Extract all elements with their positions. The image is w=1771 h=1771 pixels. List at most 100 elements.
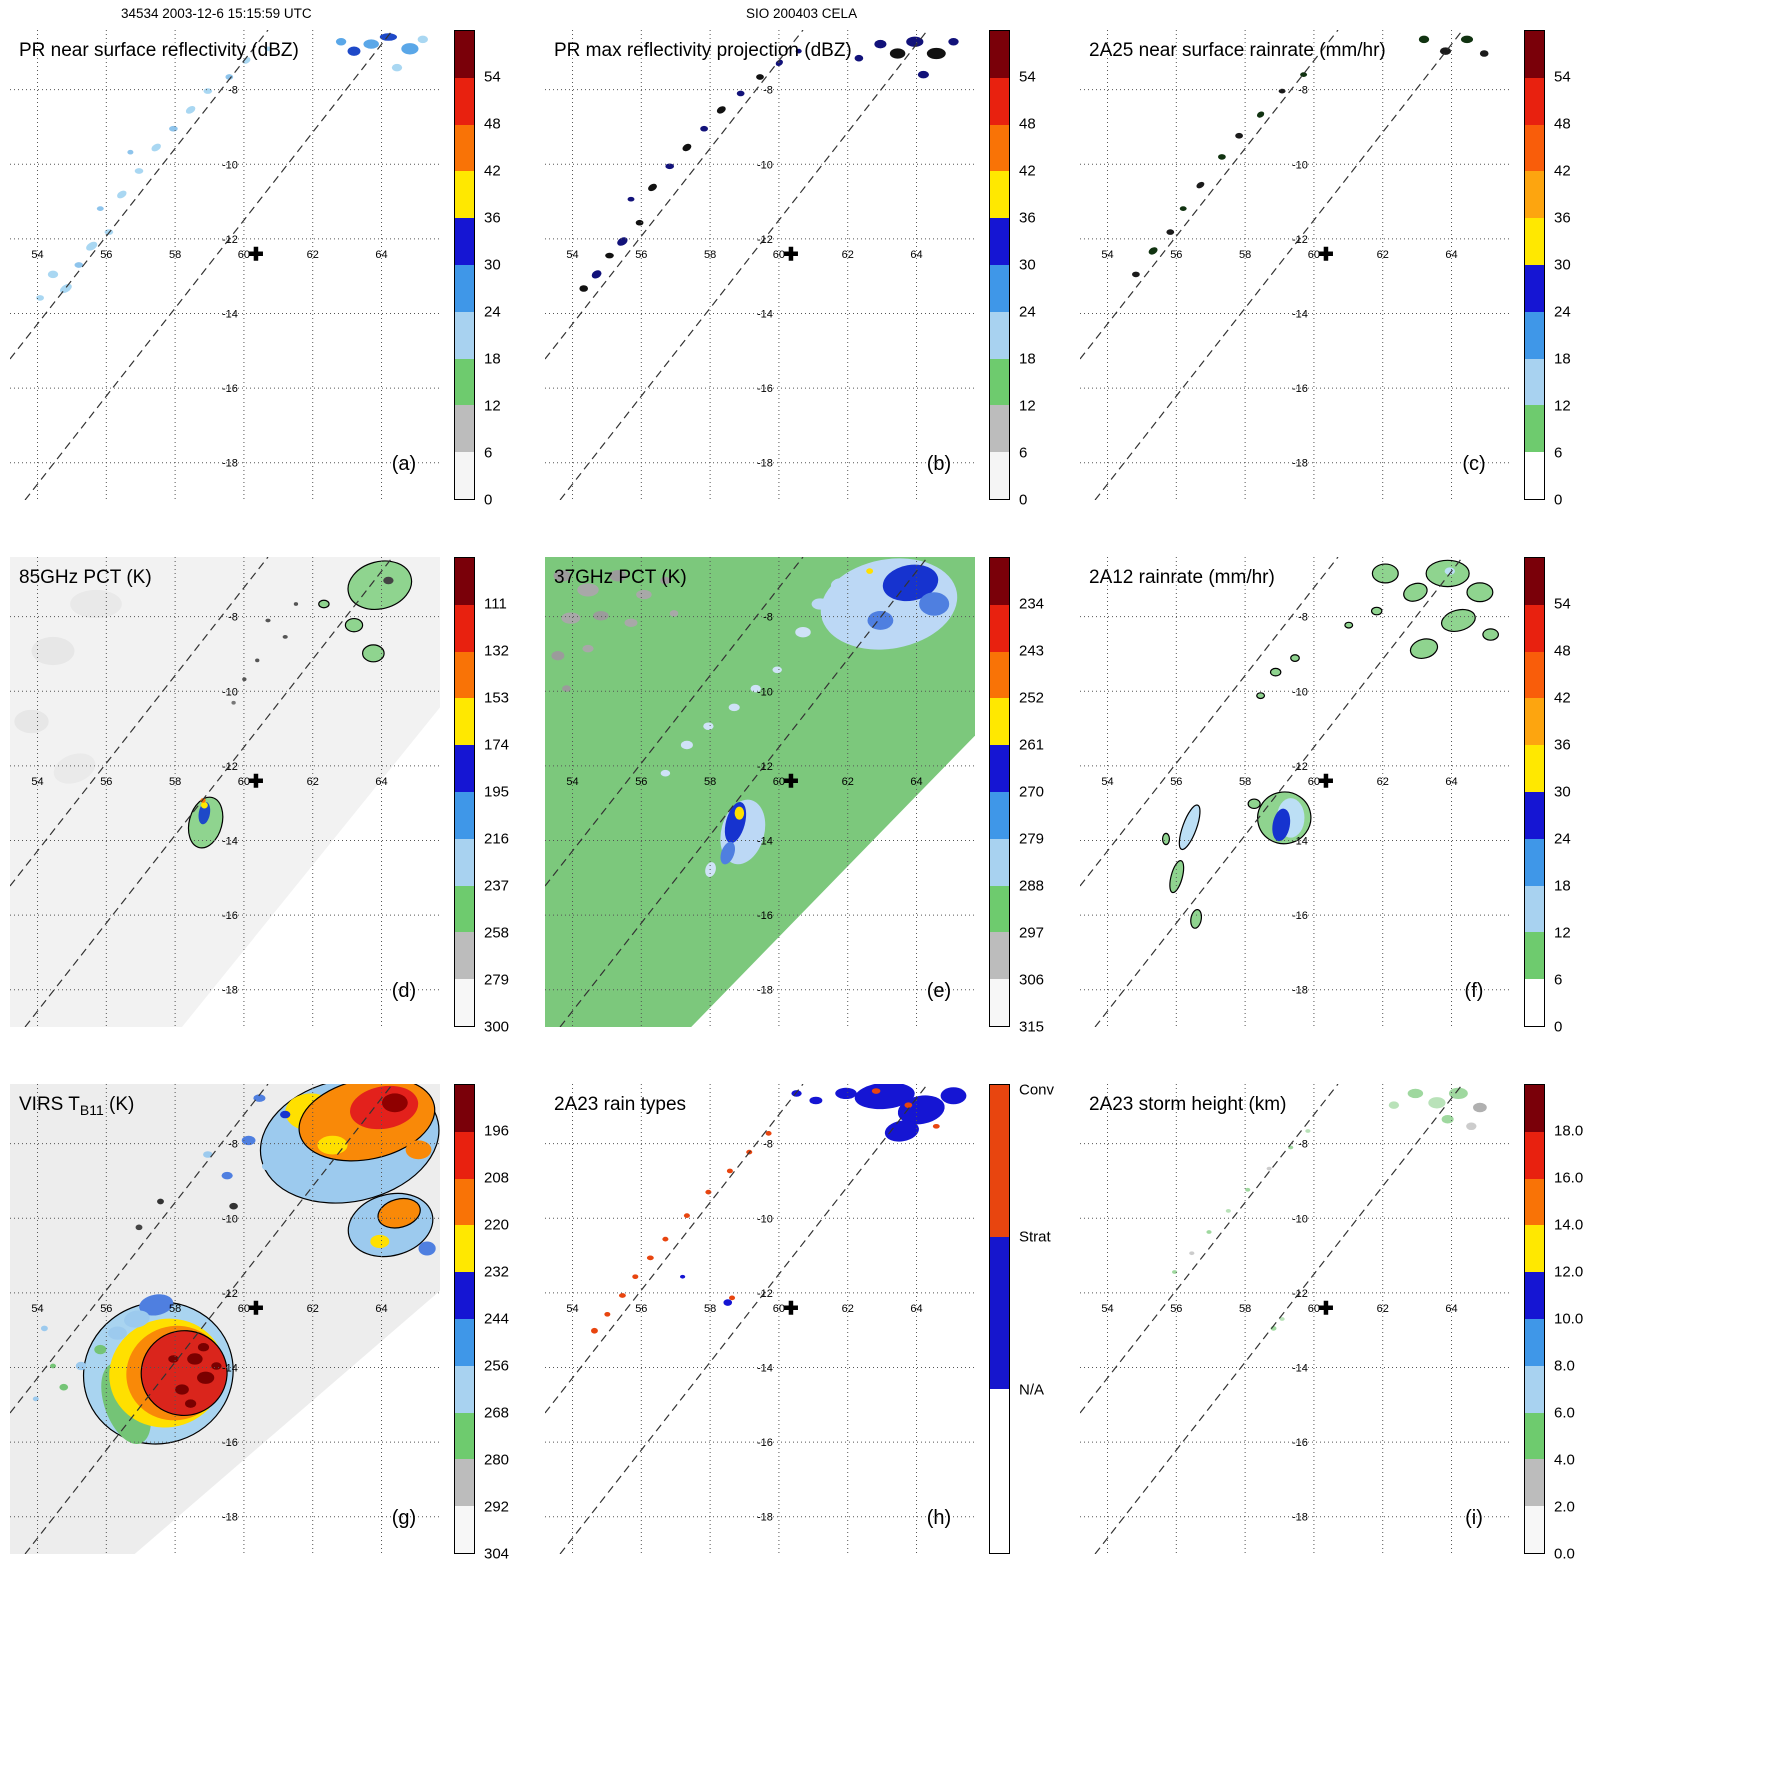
panel-title: 2A25 near surface rainrate (mm/hr)	[1089, 40, 1386, 61]
colorbar-tick-label: 270	[1019, 783, 1045, 801]
colorbar-segment	[1525, 1506, 1544, 1553]
panel-a: 54 56 58 60 62 64 -8 -10 -12 -14 -16 -18 PR near sur…	[10, 30, 542, 535]
colorbar-tick-label: 234	[1019, 595, 1045, 613]
data-blob	[882, 564, 939, 602]
colorbar-tick-label: 0	[484, 491, 493, 509]
lat-tick-label: -18	[757, 1512, 773, 1524]
data-blob	[124, 1310, 150, 1328]
lon-tick-label: 64	[375, 249, 387, 261]
map-h: 54 56 58 60 62 64 -8 -10 -12 -14 -16 -18 2A23 rain t…	[545, 1084, 975, 1554]
colorbar-segment	[990, 1389, 1009, 1553]
colorbar-segment	[990, 698, 1009, 746]
data-blob	[60, 283, 72, 294]
lat-tick-label: -18	[1292, 458, 1308, 470]
colorbar-tick-label: 42	[1554, 689, 1571, 707]
colorbar-segment	[455, 604, 474, 652]
data-blob	[1225, 1209, 1231, 1213]
colorbar-tick-label: 195	[484, 783, 510, 801]
colorbar-tick-label: 216	[484, 830, 510, 848]
colorbar-segment	[455, 124, 474, 172]
data-blob	[605, 252, 614, 259]
colorbar-segment	[1525, 358, 1544, 406]
colorbar-segment	[990, 171, 1009, 219]
data-blob	[1256, 692, 1266, 700]
lon-tick-label: 54	[1101, 776, 1113, 788]
colorbar-segment	[990, 218, 1009, 265]
colorbar-tick-label: 36	[1554, 209, 1571, 227]
swath-edge-lines	[1080, 30, 1464, 500]
lon-tick-label: 58	[1239, 776, 1251, 788]
lat-tick-label: -14	[222, 835, 238, 847]
colorbar-segment	[455, 264, 474, 312]
lat-tick-label: -10	[222, 159, 238, 171]
data-blob	[401, 43, 419, 55]
panel-letter: (i)	[1465, 1507, 1483, 1529]
data-blob	[1441, 1115, 1454, 1124]
lat-tick-label: -14	[757, 1362, 773, 1374]
lat-tick-label: -8	[1298, 85, 1308, 97]
data-blob	[1473, 1102, 1487, 1113]
colorbar-tick-label: 279	[1019, 830, 1045, 848]
colorbar-segment	[990, 791, 1009, 839]
colorbar-tick-label: 54	[1554, 68, 1571, 86]
colorbar-segment	[455, 885, 474, 933]
colorbar-tick-label: 237	[484, 877, 510, 895]
colorbar-tick-label: 288	[1019, 877, 1045, 895]
colorbar-segment	[455, 745, 474, 792]
data-blob	[151, 143, 161, 152]
colorbar-tick-label: 36	[484, 209, 501, 227]
data-blob	[1403, 582, 1428, 602]
colorbar-tick-label: 24	[1019, 303, 1036, 321]
colorbar-segment	[1525, 1225, 1544, 1273]
swath-edge-lines	[10, 557, 394, 1027]
lon-tick-label: 54	[31, 1303, 43, 1315]
colorbar-segment	[990, 979, 1009, 1026]
swath-edge-lines	[1080, 557, 1464, 1027]
data-blob	[728, 703, 740, 712]
lon-tick-label: 64	[1445, 249, 1457, 261]
data-blob	[203, 1151, 213, 1158]
data-blob	[700, 125, 708, 132]
colorbar-segment	[455, 31, 474, 78]
data-blob	[198, 801, 211, 825]
colorbar-e	[989, 557, 1010, 1027]
lon-tick-label: 56	[1170, 1303, 1182, 1315]
colorbar-segment	[455, 311, 474, 359]
lon-tick-label: 54	[1101, 249, 1113, 261]
data-features	[1172, 1087, 1487, 1331]
data-blob	[241, 1135, 256, 1146]
data-blob	[255, 658, 260, 663]
data-blob	[347, 46, 361, 56]
lat-tick-label: -14	[1292, 308, 1308, 320]
data-blob	[187, 1353, 203, 1365]
data-blob	[185, 1399, 197, 1408]
colorbar-segment	[455, 558, 474, 605]
data-blob	[135, 1224, 143, 1231]
data-blob	[948, 37, 959, 46]
data-blob	[86, 241, 98, 251]
data-blob	[591, 270, 602, 279]
colorbar-tick-label: 48	[1554, 115, 1571, 133]
colorbar-segment	[990, 264, 1009, 312]
data-blob	[736, 90, 745, 97]
lon-tick-label: 54	[31, 249, 43, 261]
swath-background	[10, 557, 440, 1027]
colorbar-tick-label: 30	[1554, 256, 1571, 274]
panel-i: 54 56 58 60 62 64 -8 -10 -12 -14 -16 -18 2A23 storm …	[1080, 1084, 1612, 1589]
data-blob	[809, 1096, 823, 1105]
panel-title: 37GHz PCT (K)	[554, 567, 687, 588]
colorbar-tick-label: 304	[484, 1545, 510, 1563]
colorbar-segment	[455, 452, 474, 499]
colorbar-segment	[1525, 932, 1544, 980]
data-blob	[280, 1110, 291, 1119]
data-blob	[318, 599, 330, 609]
colorbar-a	[454, 30, 475, 500]
center-cross-marker	[783, 773, 798, 788]
lat-tick-label: -16	[222, 383, 238, 395]
data-blob	[1206, 1230, 1212, 1234]
colorbar-tick-label: 36	[1019, 209, 1036, 227]
data-blob	[383, 576, 394, 585]
center-cross-marker	[1318, 773, 1333, 788]
data-blob	[1218, 154, 1226, 160]
panel-d: 54 56 58 60 62 64 -8 -10 -12 -14 -16 -18 85GHz PCT (…	[10, 557, 542, 1062]
